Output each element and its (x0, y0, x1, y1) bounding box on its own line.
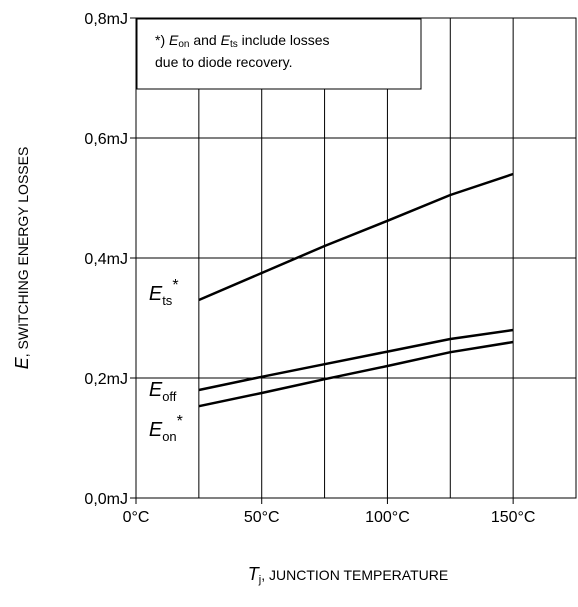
y-tick-label: 0,0mJ (84, 491, 128, 508)
annotation-e-on-subscript: on (178, 39, 189, 50)
series-line-eoff (198, 328, 514, 392)
annotation-e-ts: E (221, 32, 231, 48)
series-line-eon (198, 340, 514, 408)
series-label-eoff: Eoff (149, 379, 177, 404)
grid-lines (136, 18, 576, 498)
annotation-box-frame (136, 18, 422, 90)
series-lines (198, 172, 514, 408)
x-tick-label: 0°C (123, 509, 150, 526)
x-tick-label: 150°C (491, 509, 536, 526)
annotation-prefix: *) (155, 32, 169, 48)
series-label-asterisk: * (172, 277, 178, 294)
x-tick-label: 100°C (365, 509, 410, 526)
series-line-ets (198, 172, 514, 302)
x-axis-label: Tj, JUNCTION TEMPERATURE (248, 564, 448, 586)
series-label-asterisk: * (177, 413, 183, 430)
annotation-box: *) Eon and Ets include losses due to dio… (136, 18, 422, 90)
x-axis-title: , JUNCTION TEMPERATURE (261, 567, 448, 583)
y-axis-label: E, SWITCHING ENERGY LOSSES (12, 147, 32, 370)
y-tick-label: 0,8mJ (84, 11, 128, 28)
y-axis-symbol: E (12, 356, 32, 369)
y-axis-title: , SWITCHING ENERGY LOSSES (15, 147, 31, 358)
y-tick-label: 0,2mJ (84, 371, 128, 388)
series-label-eon: Eon* (149, 413, 183, 444)
series-label-symbol: E (149, 283, 163, 305)
series-label-symbol: E (149, 419, 163, 441)
series-label-symbol: E (149, 379, 163, 401)
x-axis-symbol: T (248, 564, 261, 584)
annotation-line-2: due to diode recovery. (155, 54, 293, 70)
y-tick-label: 0,6mJ (84, 131, 128, 148)
x-tick-label: 50°C (244, 509, 280, 526)
series-label-subscript: ts (162, 293, 173, 308)
y-tick-label: 0,4mJ (84, 251, 128, 268)
annotation-middle: and (189, 32, 220, 48)
x-axis-subscript: j (258, 574, 261, 586)
series-label-subscript: off (162, 389, 177, 404)
series-label-subscript: on (162, 429, 176, 444)
annotation-e-on: E (169, 32, 179, 48)
series-label-ets: Ets* (149, 277, 179, 308)
annotation-line-1: *) Eon and Ets include losses (155, 32, 330, 50)
annotation-suffix: include losses (238, 32, 330, 48)
axis-ticks: 0,0mJ 0,2mJ 0,4mJ 0,6mJ 0,8mJ 0°C 50°C 100°C 150… (84, 11, 535, 526)
annotation-e-ts-subscript: ts (230, 39, 238, 50)
